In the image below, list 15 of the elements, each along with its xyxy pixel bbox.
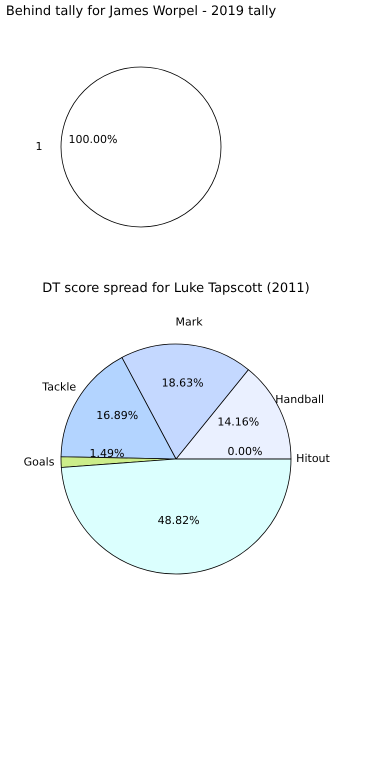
- chart-title: DT score spread for Luke Tapscott (2011): [42, 281, 310, 296]
- slice-label: Tackle: [41, 380, 76, 394]
- data-label: 1.49%: [90, 446, 124, 460]
- slice-label: Handball: [275, 393, 324, 406]
- slice-label: Goals: [24, 456, 55, 469]
- data-label: 48.82%: [158, 514, 200, 527]
- data-label: 100.00%: [68, 133, 118, 146]
- data-label: 14.16%: [217, 415, 260, 428]
- data-label: 16.89%: [96, 408, 138, 422]
- chart-title: Behind tally for James Worpel - 2019 tally: [6, 4, 276, 19]
- category-label: Hitout: [296, 452, 330, 465]
- text: 0.00%: [228, 445, 262, 458]
- slice-label: Mark: [176, 316, 204, 329]
- slice-label: 1: [36, 140, 42, 153]
- data-label: 18.63%: [162, 376, 204, 390]
